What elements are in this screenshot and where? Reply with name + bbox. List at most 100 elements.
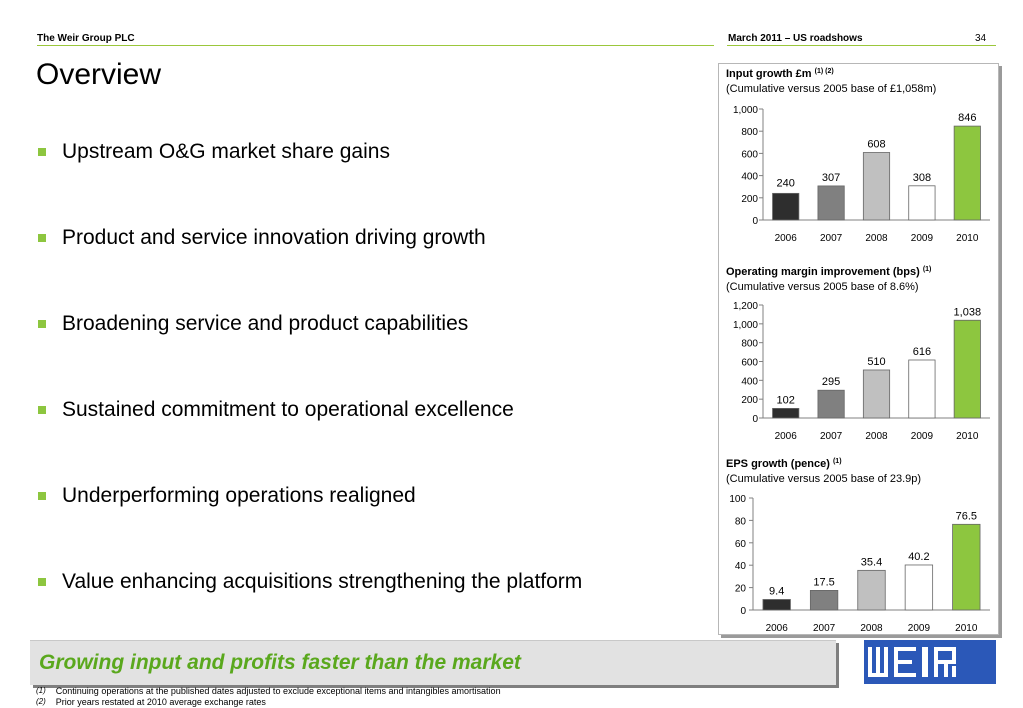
chart-title-footnote-ref: (1) (2)	[815, 68, 834, 75]
y-tick-label: 1,200	[733, 301, 758, 312]
bullet-text: Product and service innovation driving g…	[62, 226, 486, 249]
bar-2006	[772, 407, 800, 419]
bar-2006	[762, 599, 791, 611]
y-tick-label: 800	[741, 339, 758, 350]
x-tick-label: 2009	[911, 233, 934, 244]
bar-value-label: 510	[867, 356, 885, 368]
y-tick-label: 1,000	[733, 320, 758, 331]
bullet-text: Sustained commitment to operational exce…	[62, 398, 514, 421]
company-name: The Weir Group PLC	[37, 33, 135, 44]
bar-2010	[953, 319, 981, 419]
bullet-item: Underperforming operations realigned	[36, 484, 416, 508]
y-tick-label: 600	[741, 358, 758, 369]
bullet-text: Broadening service and product capabilit…	[62, 312, 469, 335]
bar-2010	[952, 523, 981, 611]
x-tick-label: 2006	[766, 623, 789, 634]
bar-value-label: 616	[913, 346, 931, 358]
bar-2006	[772, 192, 800, 221]
square-bullet-icon	[38, 234, 46, 242]
bar-value-label: 608	[867, 139, 885, 151]
bar-2007	[809, 590, 839, 611]
x-tick-label: 2010	[955, 623, 978, 634]
footnote-marker: (1)	[36, 686, 46, 695]
square-bullet-icon	[38, 320, 46, 328]
bar-2007	[817, 185, 845, 221]
bar-value-label: 307	[822, 172, 840, 184]
x-tick-label: 2007	[813, 623, 836, 634]
bar-value-label: 846	[958, 112, 976, 124]
chart-subtitle: (Cumulative versus 2005 base of £1,058m)	[726, 83, 936, 95]
bar-value-label: 308	[913, 172, 931, 184]
footnote-text: Continuing operations at the published d…	[55, 686, 501, 696]
x-tick-label: 2008	[865, 431, 888, 442]
y-tick-label: 400	[741, 172, 758, 183]
y-tick-label: 20	[735, 584, 747, 595]
y-tick-label: 0	[740, 606, 746, 617]
footnote-marker: (2)	[36, 697, 46, 706]
chart-title: Input growth £m (1) (2)	[726, 68, 834, 80]
y-tick-label: 1,000	[733, 105, 758, 116]
chart-title: Operating margin improvement (bps) (1)	[726, 266, 931, 278]
bar-2010	[953, 125, 981, 221]
bar-value-label: 295	[822, 376, 840, 388]
square-bullet-icon	[38, 578, 46, 586]
event-name: March 2011 – US roadshows	[728, 33, 863, 44]
chart-subtitle: (Cumulative versus 2005 base of 23.9p)	[726, 473, 921, 485]
bar-value-label: 240	[777, 177, 795, 189]
bullet-item: Value enhancing acquisitions strengtheni…	[36, 570, 582, 594]
y-tick-label: 800	[741, 127, 758, 138]
charts-svg: Input growth £m (1) (2) (Cumulative versu…	[726, 68, 990, 634]
y-tick-label: 100	[729, 494, 746, 505]
bar-2008	[857, 569, 886, 611]
bullet-item: Product and service innovation driving g…	[36, 226, 486, 250]
x-tick-label: 2009	[911, 431, 934, 442]
y-tick-label: 80	[735, 516, 747, 527]
bar-2009	[908, 359, 936, 419]
bar-2008	[862, 369, 891, 419]
y-tick-label: 400	[741, 376, 758, 387]
bar-value-label: 35.4	[861, 556, 882, 568]
y-tick-label: 200	[741, 395, 758, 406]
header-divider-left	[37, 45, 714, 46]
square-bullet-icon	[38, 406, 46, 414]
bullet-item: Upstream O&G market share gains	[36, 140, 390, 164]
bar-2007	[817, 389, 845, 419]
footnote: (2) Prior years restated at 2010 average …	[36, 697, 266, 707]
bar-value-label: 17.5	[813, 576, 834, 588]
bar-2008	[862, 152, 891, 221]
x-tick-label: 2008	[860, 623, 883, 634]
bar-value-label: 76.5	[956, 510, 977, 522]
footnote: (1) Continuing operations at the publishe…	[36, 686, 501, 696]
page-title: Overview	[36, 58, 162, 91]
banner-text: Growing input and profits faster than th…	[39, 651, 521, 674]
x-tick-label: 2010	[956, 431, 979, 442]
x-tick-label: 2007	[820, 233, 843, 244]
y-tick-label: 200	[741, 194, 758, 205]
square-bullet-icon	[38, 492, 46, 500]
weir-logo-icon	[864, 640, 996, 684]
page-number: 34	[975, 33, 987, 44]
footnote-text: Prior years restated at 2010 average exc…	[55, 697, 266, 707]
y-tick-label: 0	[752, 216, 758, 227]
x-tick-label: 2010	[956, 233, 979, 244]
bullet-text: Underperforming operations realigned	[62, 484, 416, 507]
bar-2009	[904, 564, 934, 611]
bar-value-label: 40.2	[908, 551, 929, 563]
x-tick-label: 2006	[775, 233, 798, 244]
chart-title-footnote-ref: (1)	[833, 458, 842, 465]
x-tick-label: 2008	[865, 233, 888, 244]
y-tick-label: 60	[735, 539, 747, 550]
y-tick-label: 0	[752, 414, 758, 425]
y-tick-label: 40	[735, 561, 747, 572]
bar-value-label: 102	[777, 394, 795, 406]
bullet-text: Value enhancing acquisitions strengtheni…	[62, 570, 583, 593]
chart-subtitle: (Cumulative versus 2005 base of 8.6%)	[726, 281, 919, 293]
bar-value-label: 1,038	[954, 306, 982, 318]
y-tick-label: 600	[741, 149, 758, 160]
bar-value-label: 9.4	[769, 585, 784, 597]
chart-title: EPS growth (pence) (1)	[726, 458, 842, 470]
charts-panel: Input growth £m (1) (2) (Cumulative versu…	[718, 63, 999, 635]
bullet-item: Broadening service and product capabilit…	[36, 312, 468, 336]
bullet-text: Upstream O&G market share gains	[62, 140, 390, 163]
header-divider-right	[727, 45, 996, 46]
